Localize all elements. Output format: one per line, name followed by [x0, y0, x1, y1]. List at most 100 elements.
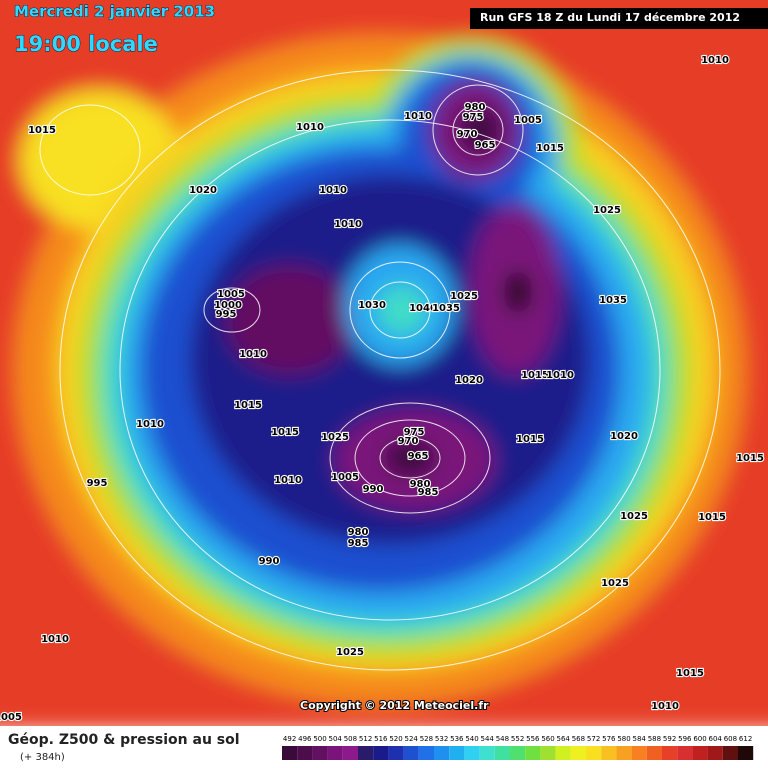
isobar-label: 1015: [28, 125, 56, 136]
scale-label: 516: [374, 735, 388, 743]
isobar-label: 1010: [334, 219, 362, 230]
scale-swatch: [631, 746, 647, 760]
scale-swatch: [312, 746, 328, 760]
isobar-label: 1020: [189, 185, 217, 196]
scale-swatch: [418, 746, 434, 760]
isobar-label: 995: [87, 478, 108, 489]
isobar-label: 1010: [651, 701, 679, 712]
isobar-label: 1010: [546, 370, 574, 381]
scale-swatch: [722, 746, 738, 760]
time: 19:00 locale: [14, 32, 158, 56]
scale-label: 528: [420, 735, 433, 743]
scale-label: 572: [587, 735, 600, 743]
isobar-label: 1010: [136, 419, 164, 430]
date: Mercredi 2 janvier 2013: [14, 3, 215, 21]
isobar-label: 990: [363, 484, 384, 495]
isobar-label: 1015: [536, 143, 564, 154]
scale-swatch: [464, 746, 480, 760]
run-box: [470, 8, 768, 29]
scale-swatch: [434, 746, 450, 760]
scale-label: 596: [678, 735, 692, 743]
scale-label: 584: [633, 735, 647, 743]
scale-swatch: [570, 746, 586, 760]
scale-label: 588: [648, 735, 661, 743]
scale-swatch: [646, 746, 662, 760]
isobar-label: 1015: [516, 434, 544, 445]
scale-swatch: [540, 746, 556, 760]
scale-label: 560: [541, 735, 554, 743]
scale-label: 536: [450, 735, 464, 743]
isobar-label: 980: [410, 479, 431, 490]
isobar-label: 1025: [593, 205, 621, 216]
scale-swatch: [586, 746, 602, 760]
scale-swatch: [358, 746, 374, 760]
isobar-label: 1015: [736, 453, 764, 464]
scale-label: 604: [709, 735, 723, 743]
isobar-label: 1010: [41, 634, 69, 645]
scale-label: 512: [359, 735, 372, 743]
isobar-label: 1010: [274, 475, 302, 486]
scale-label: 524: [405, 735, 419, 743]
scale-swatch: [616, 746, 632, 760]
isobar-label: 1015: [676, 668, 704, 679]
footer-title: Géop. Z500 & pression au sol: [8, 732, 240, 748]
isobar-label: 975: [404, 427, 425, 438]
footer-lead: (+ 384h): [20, 752, 65, 763]
scale-label: 504: [329, 735, 343, 743]
isobar-label: 980: [465, 102, 486, 113]
isobar-label: 970: [457, 129, 478, 140]
scale-label: 592: [663, 735, 676, 743]
isobar-label: 1020: [455, 375, 483, 386]
isobar-label: 1020: [610, 431, 638, 442]
scale-swatch: [494, 746, 510, 760]
scale-label: 552: [511, 735, 524, 743]
isobar-label: 1005: [331, 472, 359, 483]
scale-label: 576: [602, 735, 616, 743]
isobar-label: 1005: [514, 115, 542, 126]
scale-swatch: [555, 746, 571, 760]
scale-swatch: [525, 746, 541, 760]
color-scale: 492 496 500 504 508 512 516 520 524 528 532 536 540 5…: [282, 735, 754, 760]
scale-label: 548: [496, 735, 509, 743]
isobar-label: 995: [216, 309, 237, 320]
scale-swatch: [449, 746, 465, 760]
run: Run GFS 18 Z du Lundi 17 décembre 2012: [480, 11, 740, 24]
isobar-label: 1015: [234, 400, 262, 411]
isobar-label: 1025: [336, 647, 364, 658]
isobar-label: 975: [463, 112, 484, 123]
isobar-label: 1000: [214, 300, 242, 311]
isobar-label: 1015: [271, 427, 299, 438]
scale-swatch: [342, 746, 358, 760]
scale-swatch: [707, 746, 723, 760]
copyright: Copyright © 2012 Meteociel.fr: [300, 699, 489, 712]
scale-swatch: [479, 746, 495, 760]
isobar-label: 1005: [217, 289, 245, 300]
isobar-label: 985: [418, 487, 439, 498]
scale-label: 508: [344, 735, 357, 743]
isobar-label: 1015: [521, 370, 549, 381]
scale-swatch: [373, 746, 389, 760]
isobar-label: 1010: [701, 55, 729, 66]
scale-swatch: [327, 746, 343, 760]
isobar-label: 970: [398, 436, 419, 447]
scale-swatch: [662, 746, 678, 760]
scale-swatch: [282, 746, 298, 760]
isobar-label: 985: [348, 538, 369, 549]
scale-label: 544: [481, 735, 495, 743]
scale-swatch: [601, 746, 617, 760]
isobar-label: 1035: [432, 303, 460, 314]
isobar-label: 965: [475, 140, 496, 151]
isobars: [39, 69, 721, 671]
isobar-label: 1010: [239, 349, 267, 360]
isobar-label: 1025: [321, 432, 349, 443]
isobar-label: 1040: [409, 303, 437, 314]
scale-label: 568: [572, 735, 585, 743]
scale-swatch: [403, 746, 419, 760]
scale-label: 580: [617, 735, 630, 743]
isobar-label: 1025: [450, 291, 478, 302]
scale-swatch: [677, 746, 693, 760]
scale-label: 496: [298, 735, 312, 743]
scale-swatch: [297, 746, 313, 760]
isobar-label: 1010: [319, 185, 347, 196]
